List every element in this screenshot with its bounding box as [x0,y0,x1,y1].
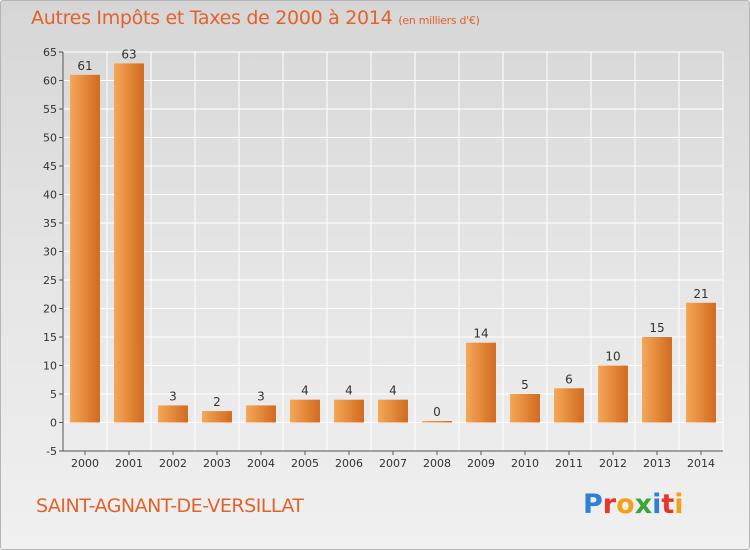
bar-value-label-2013: 15 [649,321,664,335]
logo-letter: x [634,489,653,520]
bar-value-label-2004: 3 [257,389,265,403]
bar-layer [70,63,716,423]
commune-name: SAINT-AGNANT-DE-VERSILLAT [36,495,304,517]
x-tick-label-2004: 2004 [247,457,275,470]
bar-2012 [598,365,628,423]
y-tick-label: -5 [46,445,57,458]
y-tick-label: 20 [43,303,57,316]
x-tick-label-2011: 2011 [555,457,583,470]
bar-value-label-2009: 14 [473,327,488,341]
bar-2009 [466,342,496,423]
logo-letter: i [674,489,684,520]
logo-letter: P [583,489,603,520]
y-tick-label: 40 [43,189,57,202]
bar-2008 [422,421,452,423]
bar-value-label-2003: 2 [213,395,221,409]
bar-value-label-2008: 0 [433,405,441,419]
x-tick-label-2006: 2006 [335,457,363,470]
logo-letter: o [616,489,635,520]
y-tick-label: 30 [43,246,57,259]
x-tick-label-2000: 2000 [71,457,99,470]
bar-2014 [686,302,716,423]
bar-value-label-2005: 4 [301,384,309,398]
y-tick-label: 45 [43,160,57,173]
bar-2013 [642,337,672,423]
y-tick-label: 5 [50,388,57,401]
x-tick-label-2010: 2010 [511,457,539,470]
x-tick-label-2008: 2008 [423,457,451,470]
y-tick-label: 10 [43,360,57,373]
logo-letter: i [652,489,662,520]
y-tick-label: 60 [43,75,57,88]
bar-value-label-2010: 5 [521,378,529,392]
x-tick-label-2005: 2005 [291,457,319,470]
x-tick-label-2012: 2012 [599,457,627,470]
logo-letter: t [661,489,675,520]
bar-value-label-2014: 21 [693,287,708,301]
x-tick-label-2009: 2009 [467,457,495,470]
y-tick-label: 0 [50,417,57,430]
y-tick-label: 65 [43,46,57,59]
x-tick-label-2002: 2002 [159,457,187,470]
bar-2011 [554,388,584,423]
bar-2004 [246,405,276,423]
chart-title: Autres Impôts et Taxes de 2000 à 2014 (en… [31,7,480,29]
bar-value-label-2001: 63 [121,47,136,61]
bar-2006 [334,399,364,423]
bar-2002 [158,405,188,423]
bar-2005 [290,399,320,423]
y-tick-label: 15 [43,331,57,344]
bar-value-label-2006: 4 [345,384,353,398]
x-tick-label-2013: 2013 [643,457,671,470]
x-tick-label-2007: 2007 [379,457,407,470]
y-tick-label: 50 [43,132,57,145]
bar-value-label-2007: 4 [389,384,397,398]
logo-letter: r [602,489,617,520]
bar-value-label-2002: 3 [169,389,177,403]
bar-value-label-2000: 61 [77,59,92,73]
y-tick-label: 55 [43,103,57,116]
bar-value-label-2011: 6 [565,372,573,386]
x-tick-label-2014: 2014 [687,457,715,470]
proxiti-logo: Proxiti [583,489,684,520]
label-layer: 61 63 3 2 3 4 4 4 0 14 5 6 10 15 21 [77,47,708,419]
bar-2000 [70,74,100,423]
bar-value-label-2012: 10 [605,350,620,364]
bar-2007 [378,399,408,423]
title-unit: (en milliers d'€) [398,14,480,27]
bar-2010 [510,394,540,423]
title-main: Autres Impôts et Taxes de 2000 à 2014 [31,7,393,29]
bar-2003 [202,411,232,423]
y-tick-label: 25 [43,274,57,287]
y-tick-label: 35 [43,217,57,230]
bar-2001 [114,63,144,423]
x-tick-label-2001: 2001 [115,457,143,470]
x-tick-label-2003: 2003 [203,457,231,470]
